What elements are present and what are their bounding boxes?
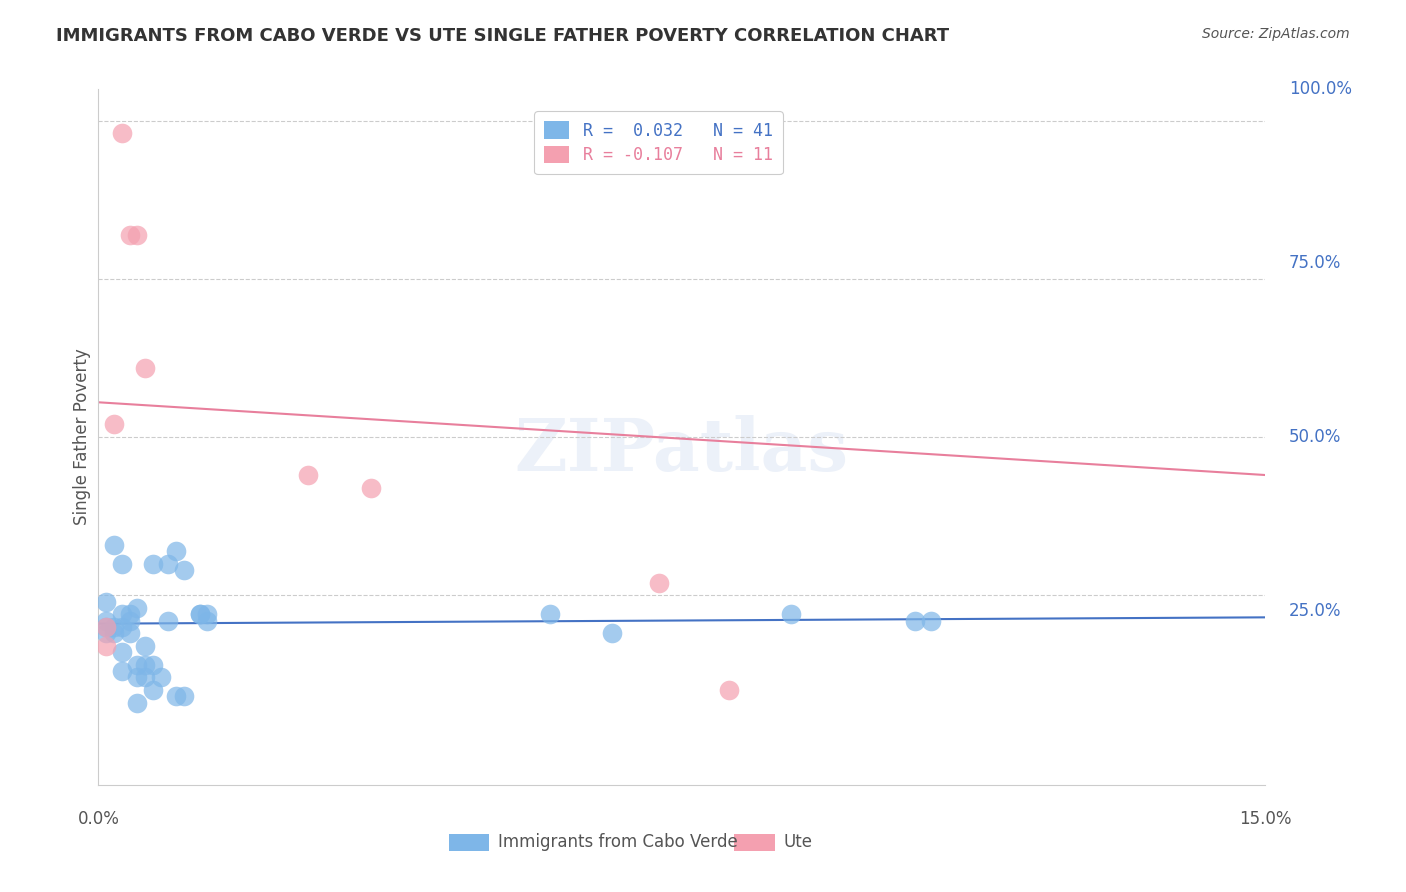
Legend: R =  0.032   N = 41, R = -0.107   N = 11: R = 0.032 N = 41, R = -0.107 N = 11 bbox=[534, 112, 783, 175]
Point bbox=[103, 538, 125, 552]
Point bbox=[165, 544, 187, 558]
Point bbox=[96, 614, 118, 628]
Bar bbox=[734, 834, 775, 851]
Text: IMMIGRANTS FROM CABO VERDE VS UTE SINGLE FATHER POVERTY CORRELATION CHART: IMMIGRANTS FROM CABO VERDE VS UTE SINGLE… bbox=[56, 27, 949, 45]
Point bbox=[188, 607, 211, 622]
Point bbox=[538, 607, 561, 622]
Point bbox=[127, 657, 149, 672]
Text: 25.0%: 25.0% bbox=[1289, 602, 1341, 620]
Point bbox=[96, 620, 118, 634]
Point bbox=[142, 657, 165, 672]
Point bbox=[127, 227, 149, 242]
Point bbox=[96, 620, 118, 634]
Point bbox=[173, 690, 195, 704]
Point bbox=[779, 607, 801, 622]
Point bbox=[103, 417, 125, 432]
Point bbox=[96, 594, 118, 608]
Text: 0.0%: 0.0% bbox=[77, 810, 120, 829]
Point bbox=[111, 557, 134, 571]
Point bbox=[96, 626, 118, 640]
Text: 50.0%: 50.0% bbox=[1289, 428, 1341, 446]
Text: 75.0%: 75.0% bbox=[1289, 254, 1341, 272]
Point bbox=[118, 614, 141, 628]
Point bbox=[103, 620, 125, 634]
Point bbox=[188, 607, 211, 622]
Point bbox=[118, 607, 141, 622]
Text: Ute: Ute bbox=[783, 833, 813, 851]
Point bbox=[96, 639, 118, 653]
Point bbox=[142, 557, 165, 571]
Point bbox=[904, 614, 927, 628]
Point bbox=[195, 614, 218, 628]
Point bbox=[297, 468, 319, 483]
Point bbox=[920, 614, 942, 628]
Bar bbox=[449, 834, 489, 851]
Y-axis label: Single Father Poverty: Single Father Poverty bbox=[73, 349, 91, 525]
Point bbox=[111, 664, 134, 678]
Point bbox=[195, 607, 218, 622]
Point bbox=[165, 690, 187, 704]
Point bbox=[647, 575, 669, 590]
Point bbox=[111, 607, 134, 622]
Point bbox=[149, 670, 172, 684]
Point bbox=[111, 620, 134, 634]
Point bbox=[134, 639, 156, 653]
Point bbox=[600, 626, 623, 640]
Point bbox=[134, 657, 156, 672]
Point bbox=[173, 563, 195, 577]
Point bbox=[360, 481, 382, 495]
Point bbox=[717, 683, 740, 698]
Point bbox=[134, 670, 156, 684]
Point bbox=[157, 614, 180, 628]
Point bbox=[127, 670, 149, 684]
Point bbox=[127, 600, 149, 615]
Point bbox=[118, 227, 141, 242]
Point bbox=[127, 696, 149, 710]
Text: Immigrants from Cabo Verde: Immigrants from Cabo Verde bbox=[498, 833, 737, 851]
Text: Source: ZipAtlas.com: Source: ZipAtlas.com bbox=[1202, 27, 1350, 41]
Point bbox=[142, 683, 165, 698]
Text: 15.0%: 15.0% bbox=[1239, 810, 1292, 829]
Point bbox=[157, 557, 180, 571]
Point bbox=[118, 626, 141, 640]
Point bbox=[103, 626, 125, 640]
Text: ZIPatlas: ZIPatlas bbox=[515, 416, 849, 486]
Point bbox=[134, 360, 156, 375]
Point bbox=[111, 645, 134, 659]
Point bbox=[111, 127, 134, 141]
Text: 100.0%: 100.0% bbox=[1289, 80, 1351, 98]
